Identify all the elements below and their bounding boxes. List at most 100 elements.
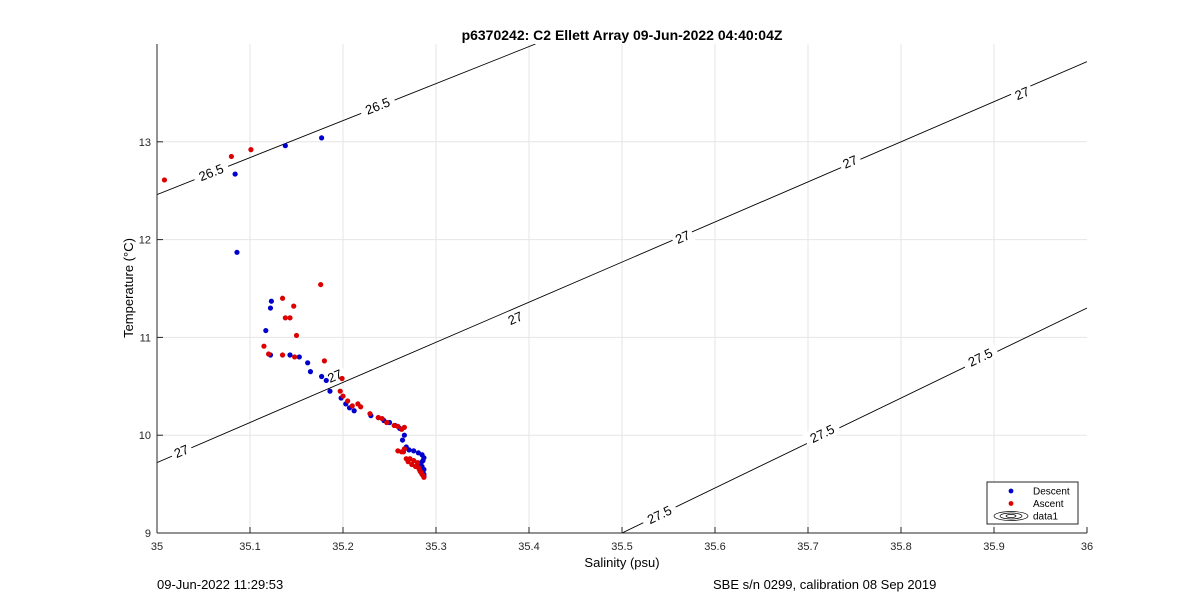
isopycnal-label-mask (1009, 81, 1035, 105)
descent-point (319, 135, 325, 141)
descent-point (287, 352, 293, 358)
legend-label: Ascent (1033, 499, 1064, 510)
descent-point (268, 298, 274, 304)
ascent-point (401, 424, 407, 430)
x-axis-label: Salinity (psu) (584, 555, 659, 570)
legend-label: data1 (1033, 512, 1058, 523)
descent-point (234, 249, 240, 255)
isopycnal-label: 27 (1012, 84, 1031, 104)
descent-point (296, 354, 302, 360)
isopycnal-label-mask (837, 149, 863, 173)
x-tick-label: 35.7 (797, 541, 818, 553)
y-tick-label: 13 (139, 137, 151, 149)
isopycnal-label-mask (502, 306, 528, 330)
isopycnal-label-mask (168, 439, 194, 463)
x-tick-label: 36 (1081, 541, 1093, 553)
descent-point (401, 432, 407, 438)
descent-point (323, 377, 329, 384)
x-tick-label: 35.6 (704, 541, 725, 553)
ascent-point (279, 352, 286, 358)
ascent-point (161, 177, 168, 183)
x-tick-label: 35 (151, 541, 163, 553)
ascent-point (421, 474, 427, 480)
isopycnal-label-mask (669, 225, 696, 249)
footer-timestamp: 09-Jun-2022 11:29:53 (157, 577, 284, 592)
ascent-point (321, 358, 327, 364)
x-tick-label: 35.4 (518, 541, 539, 553)
legend-contour-icon (1005, 514, 1017, 518)
footer-calibration: SBE s/n 0299, calibration 08 Sep 2019 (713, 577, 937, 592)
descent-point (267, 305, 274, 311)
descent-point (406, 447, 412, 453)
legend-label: Descent (1033, 487, 1070, 498)
isopycnal-label: 27 (840, 152, 859, 172)
y-tick-label: 10 (139, 430, 151, 442)
descent-point (319, 373, 325, 380)
ascent-point (367, 411, 373, 417)
ascent-point (293, 332, 300, 339)
ascent-point (395, 423, 401, 429)
descent-point (351, 408, 357, 414)
descent-point (282, 143, 288, 149)
descent-point (327, 388, 333, 394)
ascent-point (292, 354, 298, 360)
x-tick-label: 35.3 (425, 541, 446, 553)
ascent-point (379, 415, 385, 422)
x-tick-label: 35.5 (611, 541, 632, 553)
ascent-point (282, 315, 288, 321)
chart-title: p6370242: C2 Ellett Array 09-Jun-2022 04… (462, 27, 783, 43)
series-ascent (161, 147, 427, 480)
descent-point (305, 360, 311, 366)
descent-point (307, 369, 314, 375)
isopycnal-line (621, 307, 1087, 533)
x-tick-label: 35.8 (890, 541, 911, 553)
ascent-point (384, 419, 390, 426)
ascent-point (279, 295, 286, 301)
isopycnal-label: 27 (325, 366, 344, 386)
legend-box (986, 481, 1079, 525)
isopycnal-label: 27 (506, 309, 525, 329)
x-tick-label: 35.2 (332, 541, 353, 553)
ascent-point (349, 403, 355, 409)
isopycnal-label: 27 (673, 227, 692, 247)
x-tick-label: 35.9 (983, 541, 1004, 553)
descent-point (232, 171, 238, 177)
ascent-point (339, 375, 345, 382)
ascent-point (318, 281, 324, 288)
ascent-point (358, 404, 364, 410)
ascent-point (400, 449, 407, 455)
descent-point (411, 448, 417, 454)
x-tick-label: 35.1 (239, 541, 260, 553)
axes (156, 44, 1088, 534)
ascent-point (340, 393, 346, 399)
descent-point (263, 327, 269, 334)
ascent-point (266, 351, 272, 357)
legend-marker-ascent (1008, 501, 1014, 506)
isopycnal-label: 27 (172, 442, 191, 462)
ascent-point (261, 343, 267, 349)
y-tick-label: 9 (145, 528, 151, 540)
isopycnal-label-mask (357, 91, 398, 120)
isopycnal-line (157, 61, 1087, 463)
ascent-point (291, 303, 297, 309)
y-tick-label: 12 (139, 235, 151, 247)
ascent-point (248, 147, 254, 153)
y-axis-label: Temperature (°C) (121, 238, 136, 338)
ascent-point (228, 153, 234, 160)
ascent-point (414, 459, 420, 466)
legend-contour-icon (993, 511, 1029, 521)
ascent-point (287, 315, 293, 321)
y-tick-label: 11 (140, 332, 151, 344)
isopycnal-label-mask (802, 418, 842, 449)
grid-lines (157, 44, 1087, 533)
isopycnal-label-mask (639, 499, 679, 530)
ascent-point (337, 388, 343, 394)
isopycnal-label-mask (191, 158, 231, 187)
legend-contour-icon (999, 512, 1023, 520)
y-tick-labels: 9 10 11 12 13 (139, 137, 151, 540)
descent-point (399, 437, 406, 443)
isopycnal-label-mask (960, 341, 1000, 373)
